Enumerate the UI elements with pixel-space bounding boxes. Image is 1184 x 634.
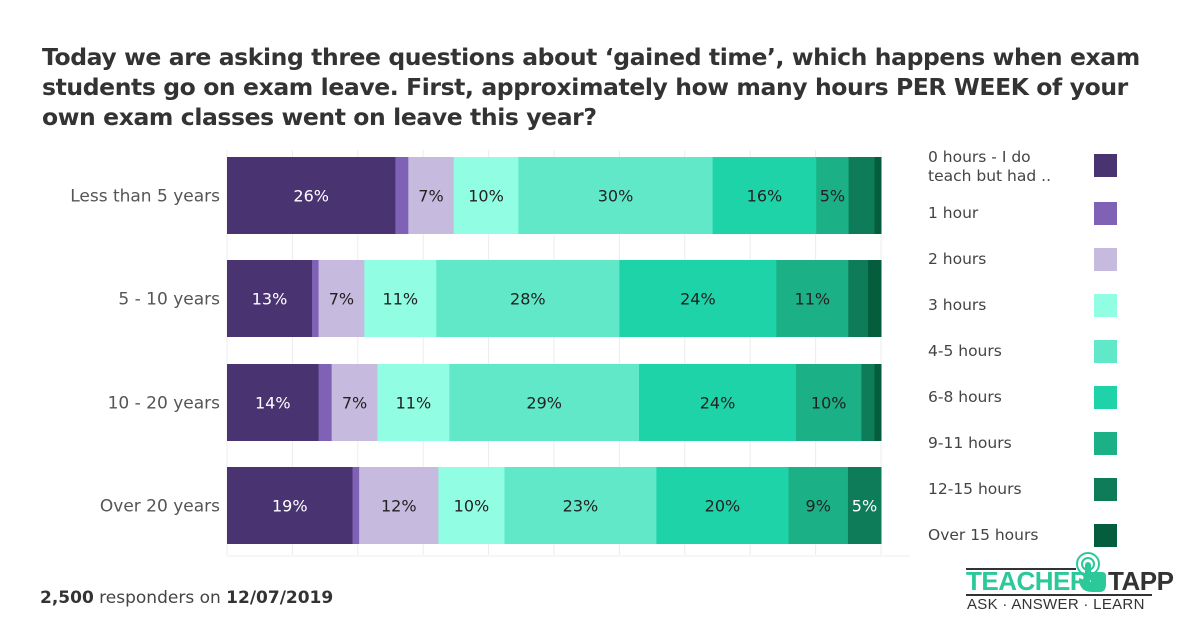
bar-segment [318,260,365,337]
bar-segment [861,364,875,441]
legend-label: 12-15 hours [928,480,1022,498]
bar-segment [352,467,360,544]
bar-segment [518,157,714,234]
data-label: 9% [806,497,831,516]
legend-label: Over 15 hours [928,526,1039,544]
data-label: 10% [454,497,490,516]
teacher-tapp-logo: TEACHER TAPP ASK · ANSWER · LEARN [966,552,1174,614]
data-label: 16% [747,187,783,206]
bar-segment [788,467,849,544]
data-label: 19% [272,497,308,516]
data-label: 7% [329,290,354,309]
data-label: 28% [510,290,546,309]
bar-segment [816,157,850,234]
bar-segment [874,157,882,234]
legend-swatch [1094,340,1117,363]
value-labels: 26% 7% 10% 30% 16% 5% 13% 7% 11% 28% 24% 11% 14% 7% 11… [252,187,877,516]
bar-segment [377,364,450,441]
bar-segment [312,260,320,337]
legend-swatch [1094,154,1117,177]
bar-segment [408,157,455,234]
legend-label: 0 hours - I do teach but had .. [928,148,1051,185]
bar-segment [795,364,862,441]
bars [227,157,882,544]
logo-rule-bottom [966,594,1152,596]
bar-segment [504,467,657,544]
bar-segment [453,157,519,234]
legend-swatch [1094,248,1117,271]
category-label: 10 - 20 years [108,394,221,414]
legend-swatch [1094,524,1117,547]
bar-segment [331,364,378,441]
chart-title: Today we are asking three questions abou… [42,43,1140,131]
legend-label: 9-11 hours [928,434,1012,452]
bar-segment [619,260,777,337]
data-label: 26% [293,187,329,206]
legend-label: 4-5 hours [928,342,1002,360]
legend-label: 6-8 hours [928,388,1002,406]
category-label: 5 - 10 years [118,290,220,310]
bar-segment [364,260,437,337]
bar-segment [874,364,882,441]
legend-swatch [1094,478,1117,501]
data-label: 24% [680,290,716,309]
bar-segment [449,364,640,441]
data-label: 23% [563,497,599,516]
logo-rule-top [966,568,1076,570]
bar-segment [848,260,869,337]
legend-label: 3 hours [928,296,987,314]
data-label: 11% [396,394,432,413]
footer-note: 2,500 responders on 12/07/2019 [40,588,333,608]
category-label: Over 20 years [100,497,220,517]
data-label: 24% [700,394,736,413]
legend-swatch [1094,202,1117,225]
bar-segment [848,157,876,234]
data-label: 13% [252,290,288,309]
bar-segment [656,467,790,544]
data-label: 7% [342,394,367,413]
bar-segment [436,260,620,337]
data-label: 12% [381,497,417,516]
data-label: 10% [811,394,847,413]
data-label: 11% [795,290,831,309]
tap-finger-icon [1076,552,1106,592]
survey-date: 12/07/2019 [226,588,334,608]
footer-text: responders on [93,588,227,608]
category-labels: Less than 5 years 5 - 10 years 10 - 20 yea… [70,187,220,517]
logo-word-tapp: TAPP [1108,566,1174,596]
data-label: 29% [526,394,562,413]
bar-segment [227,467,354,544]
data-label: 7% [418,187,443,206]
category-label: Less than 5 years [70,187,220,207]
bar-segment [847,467,882,544]
data-label: 11% [383,290,419,309]
bar-segment [227,260,313,337]
responder-count: 2,500 [40,588,94,608]
legend-swatch [1094,386,1117,409]
legend-swatch [1094,294,1117,317]
bar-segment [318,364,333,441]
logo-tagline: ASK · ANSWER · LEARN [967,596,1145,613]
bar-segment [712,157,817,234]
stacked-bar-chart: Less than 5 years 5 - 10 years 10 - 20 yea… [70,150,910,557]
bar-segment [359,467,439,544]
legend-label: 2 hours [928,250,987,268]
bar-segment [867,260,882,337]
bar-segment [227,364,320,441]
logo-word-teacher: TEACHER [966,566,1089,596]
legend-swatch [1094,432,1117,455]
data-label: 5% [820,187,845,206]
data-label: 10% [468,187,504,206]
data-label: 5% [852,497,877,516]
data-label: 20% [705,497,741,516]
bar-segment [395,157,409,234]
bar-segment [639,364,797,441]
legend-label: 1 hour [928,204,979,222]
data-label: 14% [255,394,291,413]
data-label: 30% [598,187,634,206]
bar-segment [227,157,396,234]
bar-segment [438,467,505,544]
bar-segment [776,260,849,337]
